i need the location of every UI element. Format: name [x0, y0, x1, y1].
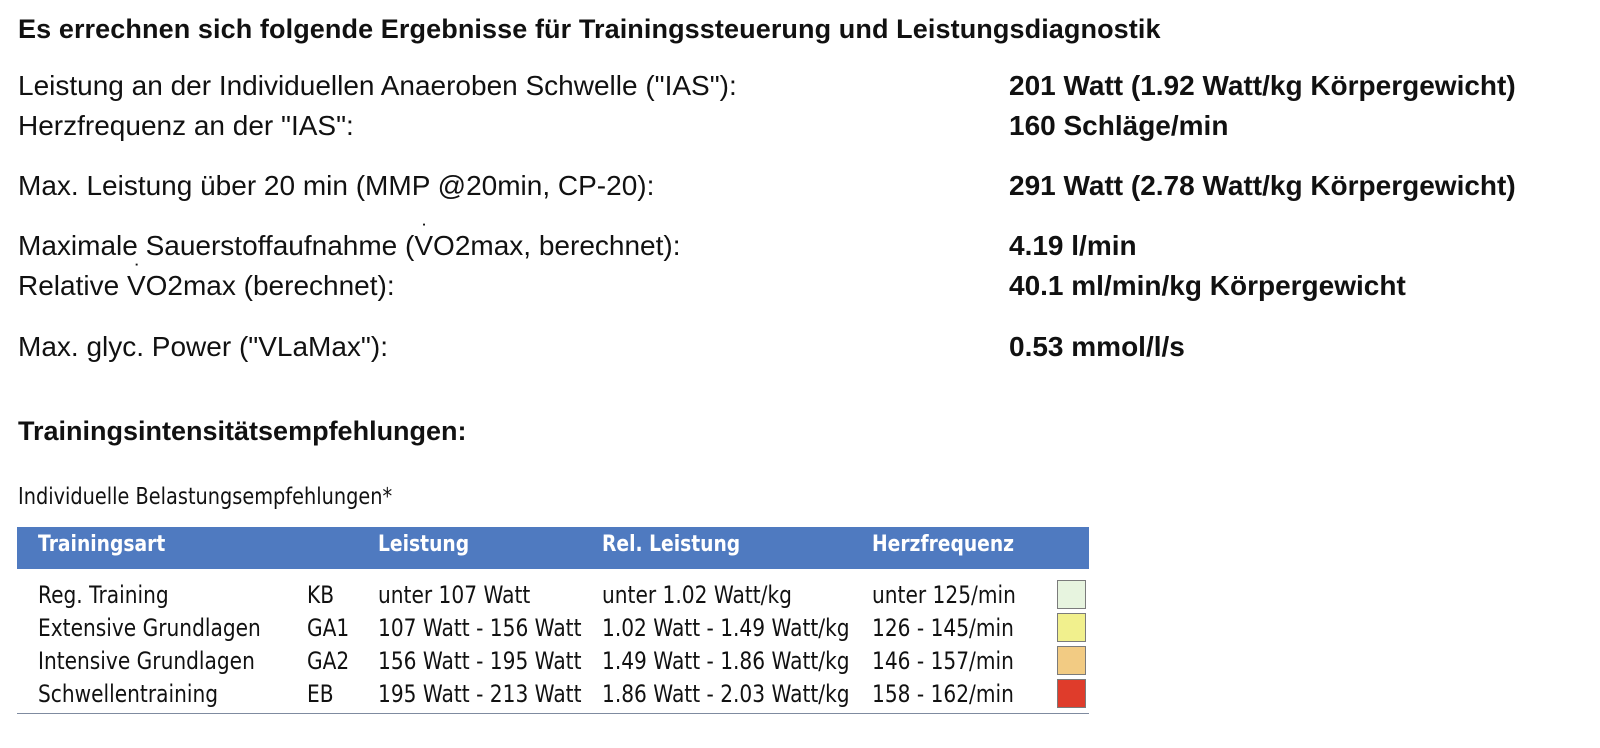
- vo2-symbol: V ˙: [126, 262, 146, 302]
- relative-power-range: unter 1.02 Watt/kg: [602, 581, 792, 609]
- relative-power-range: 1.86 Watt - 2.03 Watt/kg: [602, 680, 850, 708]
- training-type-name: Intensive Grundlagen: [38, 647, 255, 675]
- heart-rate-range: 146 - 157/min: [872, 647, 1014, 675]
- power-range: 195 Watt - 213 Watt: [378, 680, 582, 708]
- result-row-vo2max: Maximale Sauerstoffaufnahme (V ˙ O2max, be…: [18, 222, 1578, 266]
- result-row-ias-power: Leistung an der Individuellen Anaeroben …: [18, 70, 1578, 106]
- result-label-suffix: max, berechnet):: [470, 230, 681, 261]
- training-zones-table: Trainingsart Leistung Rel. Leistung Herz…: [17, 527, 1089, 714]
- result-row-max-power-20min: Max. Leistung über 20 min (MMP @20min, C…: [18, 170, 1578, 206]
- training-type-name: Extensive Grundlagen: [38, 614, 261, 642]
- training-zone-code: KB: [307, 581, 335, 609]
- training-zone-code: GA1: [307, 614, 350, 642]
- table-row: Intensive Grundlagen GA2 156 Watt - 195 …: [17, 646, 1089, 679]
- zone-color-swatch: [1057, 580, 1086, 609]
- vo2-letter: V: [414, 230, 434, 261]
- result-value: 201 Watt (1.92 Watt/kg Körpergewicht): [1009, 70, 1516, 101]
- table-header: Trainingsart Leistung Rel. Leistung Herz…: [17, 527, 1089, 569]
- result-value: 40.1 ml/min/kg Körpergewicht: [1009, 270, 1406, 301]
- result-value: 291 Watt (2.78 Watt/kg Körpergewicht): [1009, 170, 1516, 201]
- heart-rate-range: unter 125/min: [872, 581, 1016, 609]
- vo2-o: O: [433, 230, 455, 261]
- vo2-letter: V: [126, 270, 146, 301]
- result-value: 160 Schläge/min: [1009, 110, 1229, 141]
- vo2-dot: ˙: [421, 220, 429, 245]
- heart-rate-range: 126 - 145/min: [872, 614, 1014, 642]
- vo2-subscript: 2: [454, 230, 471, 261]
- table-row: Schwellentraining EB 195 Watt - 213 Watt…: [17, 679, 1089, 712]
- training-type-name: Schwellentraining: [38, 680, 219, 708]
- result-value: 4.19 l/min: [1009, 230, 1137, 261]
- page-title: Es errechnen sich folgende Ergebnisse fü…: [18, 14, 1161, 44]
- result-label: Leistung an der Individuellen Anaeroben …: [18, 70, 737, 101]
- zone-color-swatch: [1057, 646, 1086, 675]
- table-row: Extensive Grundlagen GA1 107 Watt - 156 …: [17, 613, 1089, 646]
- table-row: Reg. Training KB unter 107 Watt unter 1.…: [17, 580, 1089, 613]
- result-label: Max. Leistung über 20 min (MMP @20min, C…: [18, 170, 655, 201]
- training-zone-code: EB: [307, 680, 334, 708]
- result-label: Max. glyc. Power ("VLaMax"):: [18, 331, 388, 362]
- column-header-herzfrequenz: Herzfrequenz: [872, 532, 1015, 557]
- zone-color-swatch: [1057, 679, 1086, 708]
- result-label-suffix: max (berechnet):: [182, 270, 395, 301]
- vo2-subscript: 2: [167, 270, 183, 301]
- vo2-o: O: [145, 270, 168, 301]
- result-label: Relative V ˙ O2max (berechnet):: [18, 262, 395, 302]
- vo2-dot: ˙: [133, 260, 142, 285]
- column-header-trainingsart: Trainingsart: [38, 532, 166, 557]
- result-row-ias-heart-rate: Herzfrequenz an der "IAS": 160 Schläge/m…: [18, 110, 1578, 146]
- table-caption: Individuelle Belastungsempfehlungen*: [18, 484, 393, 510]
- section-title: Trainingsintensitätsempfehlungen:: [18, 416, 467, 446]
- training-zone-code: GA2: [307, 647, 350, 675]
- result-label-prefix: Relative: [18, 270, 127, 301]
- result-label: Maximale Sauerstoffaufnahme (V ˙ O2max, be…: [18, 222, 681, 262]
- result-row-vlamax: Max. glyc. Power ("VLaMax"): 0.53 mmol/l…: [18, 331, 1578, 367]
- result-label: Herzfrequenz an der "IAS":: [18, 110, 354, 141]
- column-header-rel-leistung: Rel. Leistung: [602, 532, 741, 557]
- column-header-leistung: Leistung: [378, 532, 470, 557]
- relative-power-range: 1.02 Watt - 1.49 Watt/kg: [602, 614, 850, 642]
- heart-rate-range: 158 - 162/min: [872, 680, 1014, 708]
- result-row-relative-vo2max: Relative V ˙ O2max (berechnet): 40.1 ml/mi…: [18, 262, 1578, 306]
- relative-power-range: 1.49 Watt - 1.86 Watt/kg: [602, 647, 850, 675]
- power-range: 107 Watt - 156 Watt: [378, 614, 582, 642]
- result-value: 0.53 mmol/l/s: [1009, 331, 1185, 362]
- vo2-symbol: V ˙: [414, 222, 434, 262]
- power-range: 156 Watt - 195 Watt: [378, 647, 582, 675]
- zone-color-swatch: [1057, 613, 1086, 642]
- result-label-prefix: Maximale Sauerstoffaufnahme (: [18, 230, 415, 261]
- training-type-name: Reg. Training: [38, 581, 169, 609]
- power-range: unter 107 Watt: [378, 581, 531, 609]
